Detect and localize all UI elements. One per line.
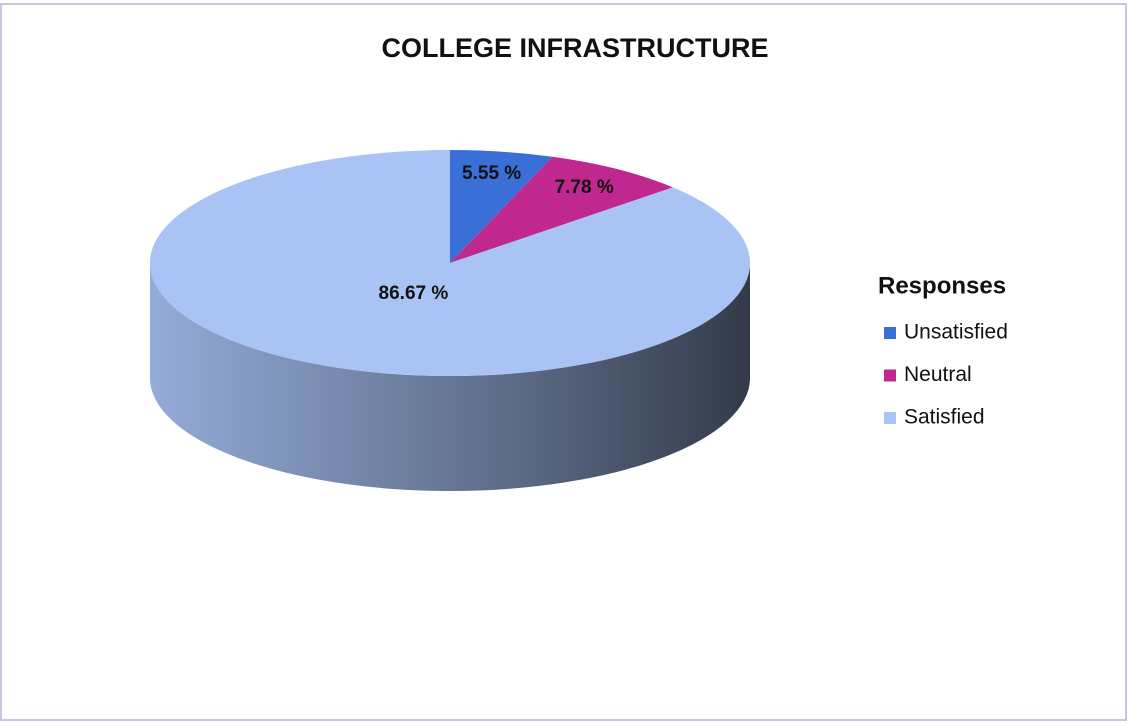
slice-labels: 5.55 % 7.78 % 86.67 %: [379, 163, 614, 304]
slice-label: 5.55 %: [462, 163, 521, 184]
slice-label: 7.78 %: [555, 177, 614, 198]
chart-title: COLLEGE INFRASTRUCTURE: [382, 33, 769, 63]
legend-label: Neutral: [904, 363, 972, 386]
legend-label: Satisfied: [904, 406, 985, 429]
pie-sides: [150, 263, 750, 491]
legend-label: Unsatisfied: [904, 321, 1008, 344]
legend-swatch: [884, 369, 896, 382]
pie-tops: [150, 150, 750, 377]
pie-side-shade: [150, 263, 750, 491]
legend: Unsatisfied Neutral Satisfied: [884, 321, 1008, 429]
pie-slice: [450, 156, 673, 263]
pie-slice: [150, 150, 750, 377]
legend-title: Responses: [878, 272, 1006, 299]
legend-swatch: [884, 412, 896, 424]
pie-slice: [450, 150, 553, 263]
slice-label: 86.67 %: [379, 283, 449, 304]
legend-swatch: [884, 327, 896, 339]
